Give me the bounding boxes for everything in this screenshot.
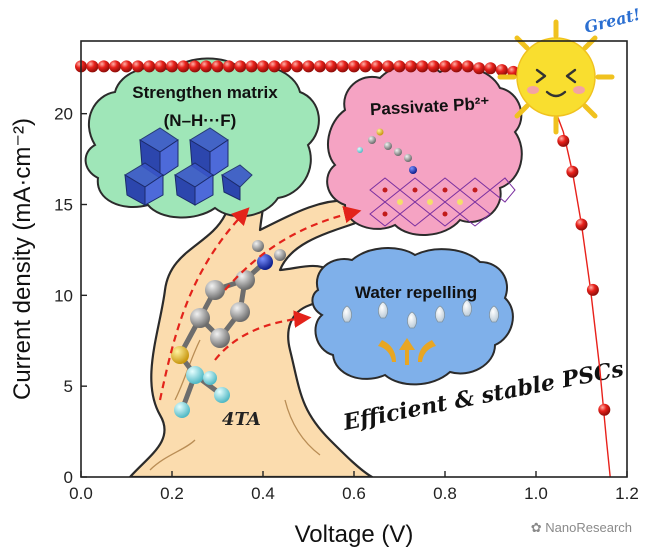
data-point	[86, 60, 99, 73]
x-tick-label: 0.0	[69, 484, 93, 503]
data-point	[598, 403, 611, 416]
y-axis-title: Current density (mA·cm⁻²)	[9, 118, 36, 400]
y-tick-label: 15	[54, 196, 73, 215]
data-point	[586, 283, 599, 296]
data-point	[177, 60, 190, 73]
sun-icon: Great!	[497, 5, 642, 135]
data-point	[495, 64, 508, 77]
data-point	[427, 60, 440, 73]
molecule-label: 4TA	[222, 409, 261, 430]
passivate-pb-cloud: Passivate Pb²⁺	[326, 63, 523, 237]
water-title: Water repelling	[355, 283, 477, 302]
data-point	[325, 60, 338, 73]
data-point	[450, 60, 463, 73]
repel-arrows-icon	[378, 338, 436, 365]
x-tick-label: 1.2	[615, 484, 639, 503]
watermark-text: NanoResearch	[545, 520, 632, 535]
data-point	[473, 62, 486, 75]
data-point	[416, 60, 429, 73]
x-tick-label: 0.4	[251, 484, 275, 503]
data-point	[404, 60, 417, 73]
data-points-layer	[75, 60, 611, 416]
data-point	[222, 60, 235, 73]
data-point	[120, 60, 133, 73]
data-point	[279, 60, 292, 73]
data-point	[154, 60, 167, 73]
x-tick-label: 0.6	[342, 484, 366, 503]
data-point	[461, 60, 474, 73]
data-point	[557, 134, 570, 147]
data-point	[575, 218, 588, 231]
x-tick-label: 0.2	[160, 484, 184, 503]
y-tick-label: 5	[64, 377, 73, 396]
4ta-molecule-icon: 4TA	[171, 240, 286, 430]
data-point	[268, 60, 281, 73]
data-point	[109, 60, 122, 73]
data-point	[393, 60, 406, 73]
data-point	[336, 60, 349, 73]
data-point	[188, 60, 201, 73]
data-point	[484, 62, 497, 75]
data-point	[245, 60, 258, 73]
y-tick-label: 10	[54, 286, 73, 305]
water-repelling-cloud: Water repelling	[311, 247, 514, 386]
strengthen-subtitle: (N–H···F)	[164, 111, 237, 130]
data-point	[382, 60, 395, 73]
data-point	[257, 60, 269, 73]
great-text: Great!	[582, 5, 642, 37]
data-point	[359, 60, 372, 73]
data-point	[234, 60, 247, 73]
strengthen-matrix-cloud: Strengthen matrix (N–H···F)	[84, 57, 320, 219]
axis-ticks: 0.0 0.2 0.4 0.6 0.8 1.0 1.2 0 5 10 15 20	[54, 105, 639, 503]
x-axis-title: Voltage (V)	[295, 521, 414, 548]
data-point	[200, 60, 213, 73]
strengthen-title: Strengthen matrix	[132, 83, 278, 102]
x-tick-label: 1.0	[524, 484, 548, 503]
data-point	[211, 60, 224, 73]
y-tick-label: 0	[64, 468, 73, 487]
wechat-icon: ✿	[530, 520, 546, 535]
water-droplets-icon	[341, 299, 500, 329]
data-point	[313, 60, 326, 73]
data-point	[348, 60, 360, 73]
flow-arrows	[158, 205, 362, 401]
data-point	[131, 60, 144, 73]
x-tick-label: 0.8	[433, 484, 457, 503]
octahedra-crystal-icon	[124, 127, 253, 206]
y-tick-label: 20	[54, 105, 73, 124]
data-point	[439, 60, 451, 73]
watermark: ✿ NanoResearch	[531, 520, 632, 536]
data-point	[566, 165, 579, 178]
data-point	[291, 60, 304, 73]
data-point	[166, 60, 178, 73]
data-point	[302, 60, 315, 73]
perovskite-lattice-icon	[369, 177, 516, 227]
data-point	[143, 60, 156, 73]
data-point	[370, 60, 383, 73]
data-point	[97, 60, 110, 73]
molecule-small-icon	[357, 128, 417, 174]
